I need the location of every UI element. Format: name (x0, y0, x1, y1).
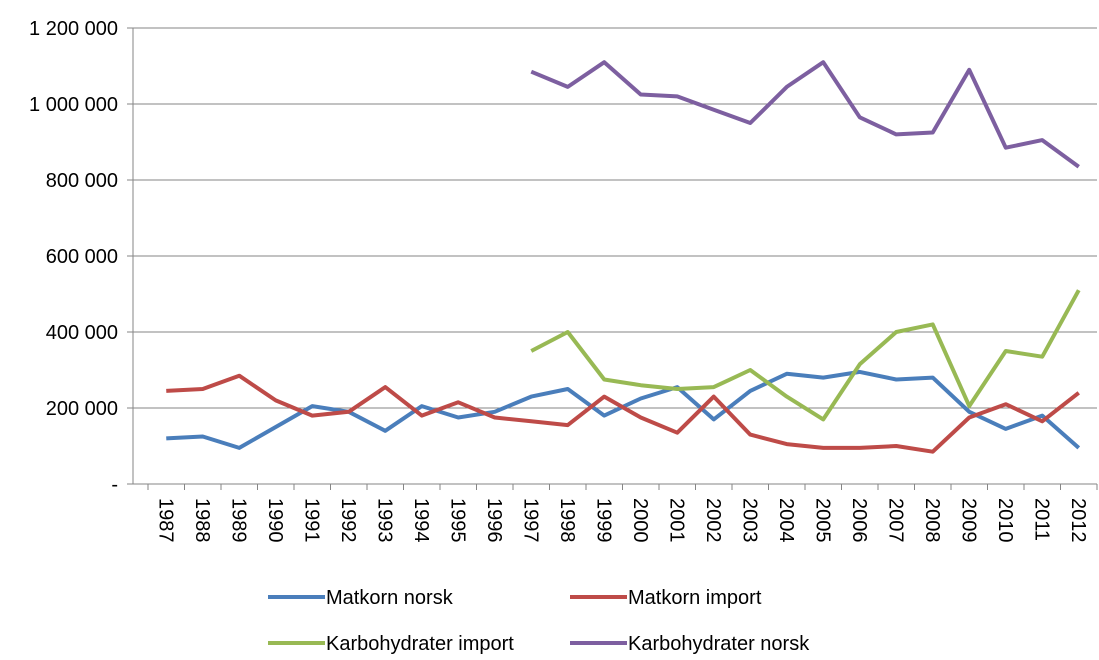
x-tick-label: 2007 (884, 498, 906, 543)
series-line (530, 289, 1081, 422)
y-tick-label: 1 000 000 (29, 94, 118, 116)
x-tick-label: 1990 (264, 498, 286, 543)
x-tick-label: 2006 (848, 498, 870, 543)
series-line (166, 373, 1080, 454)
x-tick-label: 1991 (300, 498, 322, 543)
x-tick-label: 2012 (1067, 498, 1089, 543)
x-tick-label: 1995 (446, 498, 468, 543)
x-tick-label: 2004 (775, 498, 797, 543)
x-tick-label: 1989 (227, 498, 249, 543)
y-tick-label: 600 000 (46, 246, 118, 268)
y-tick-label: 400 000 (46, 322, 118, 344)
x-tick-label: 1996 (483, 498, 505, 543)
y-tick-label: 200 000 (46, 398, 118, 420)
legend-label: Karbohydrater norsk (628, 633, 810, 655)
x-tick-label: 1999 (592, 498, 614, 543)
x-tick-label: 2002 (702, 498, 724, 543)
x-tick-label: 1992 (337, 498, 359, 543)
y-tick-label: 1 200 000 (29, 18, 118, 40)
x-tick-label: 2010 (994, 498, 1016, 543)
x-tick-label: 1993 (373, 498, 395, 543)
x-tick-label: 2003 (738, 498, 760, 543)
series-line (530, 60, 1080, 169)
y-tick-label: 800 000 (46, 170, 118, 192)
x-tick-label: 1994 (410, 498, 432, 543)
x-tick-label: 2005 (811, 498, 833, 543)
x-tick-label: 2008 (921, 498, 943, 543)
x-tick-label: 2009 (957, 498, 979, 543)
x-tick-label: 2001 (665, 498, 687, 543)
x-tick-label: 2000 (629, 498, 651, 543)
x-tick-label: 1988 (191, 498, 213, 543)
x-tick-label: 2011 (1030, 498, 1052, 541)
x-tick-label: 1997 (519, 498, 541, 543)
y-tick-label: - (111, 474, 118, 496)
x-tick-label: 1987 (154, 498, 176, 543)
x-tick-label: 1998 (556, 498, 578, 543)
legend-label: Karbohydrater import (326, 633, 514, 655)
legend-label: Matkorn norsk (326, 587, 454, 609)
legend-label: Matkorn import (628, 587, 762, 609)
